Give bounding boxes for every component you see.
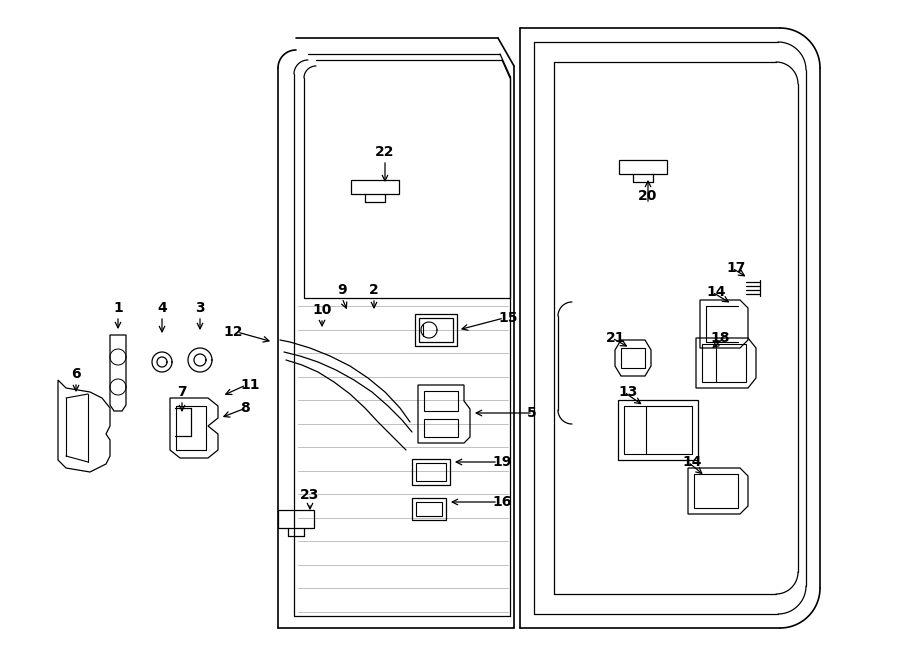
Text: 15: 15 bbox=[498, 311, 518, 325]
Bar bbox=[416, 463, 446, 481]
Text: 22: 22 bbox=[375, 145, 395, 159]
Text: 17: 17 bbox=[726, 261, 745, 275]
Text: 6: 6 bbox=[71, 367, 81, 381]
Text: 10: 10 bbox=[312, 303, 332, 317]
Text: 18: 18 bbox=[710, 331, 730, 345]
Text: 19: 19 bbox=[492, 455, 511, 469]
Text: 20: 20 bbox=[638, 189, 658, 203]
Bar bbox=[412, 498, 446, 520]
Text: 16: 16 bbox=[492, 495, 511, 509]
Text: 14: 14 bbox=[706, 285, 725, 299]
Bar bbox=[419, 318, 453, 342]
Bar bbox=[618, 400, 698, 460]
Text: 21: 21 bbox=[606, 331, 626, 345]
Bar bbox=[424, 391, 458, 411]
Bar bbox=[424, 419, 458, 437]
Bar bbox=[415, 314, 457, 346]
Text: 9: 9 bbox=[338, 283, 346, 297]
Text: 14: 14 bbox=[682, 455, 701, 469]
Text: 7: 7 bbox=[177, 385, 187, 399]
Bar bbox=[619, 160, 667, 174]
Bar bbox=[416, 502, 442, 516]
Bar bbox=[621, 348, 645, 368]
Text: 11: 11 bbox=[240, 378, 259, 392]
Text: 23: 23 bbox=[301, 488, 320, 502]
Bar bbox=[412, 459, 450, 485]
Text: 3: 3 bbox=[195, 301, 205, 315]
Text: 1: 1 bbox=[113, 301, 123, 315]
Text: 12: 12 bbox=[223, 325, 243, 339]
Text: 5: 5 bbox=[527, 406, 536, 420]
Bar bbox=[694, 474, 738, 508]
Bar bbox=[278, 510, 314, 528]
Text: 8: 8 bbox=[240, 401, 250, 415]
Bar bbox=[624, 406, 692, 454]
Text: 4: 4 bbox=[158, 301, 166, 315]
Bar bbox=[351, 180, 399, 194]
Text: 13: 13 bbox=[618, 385, 637, 399]
Text: 2: 2 bbox=[369, 283, 379, 297]
Bar bbox=[702, 344, 746, 382]
